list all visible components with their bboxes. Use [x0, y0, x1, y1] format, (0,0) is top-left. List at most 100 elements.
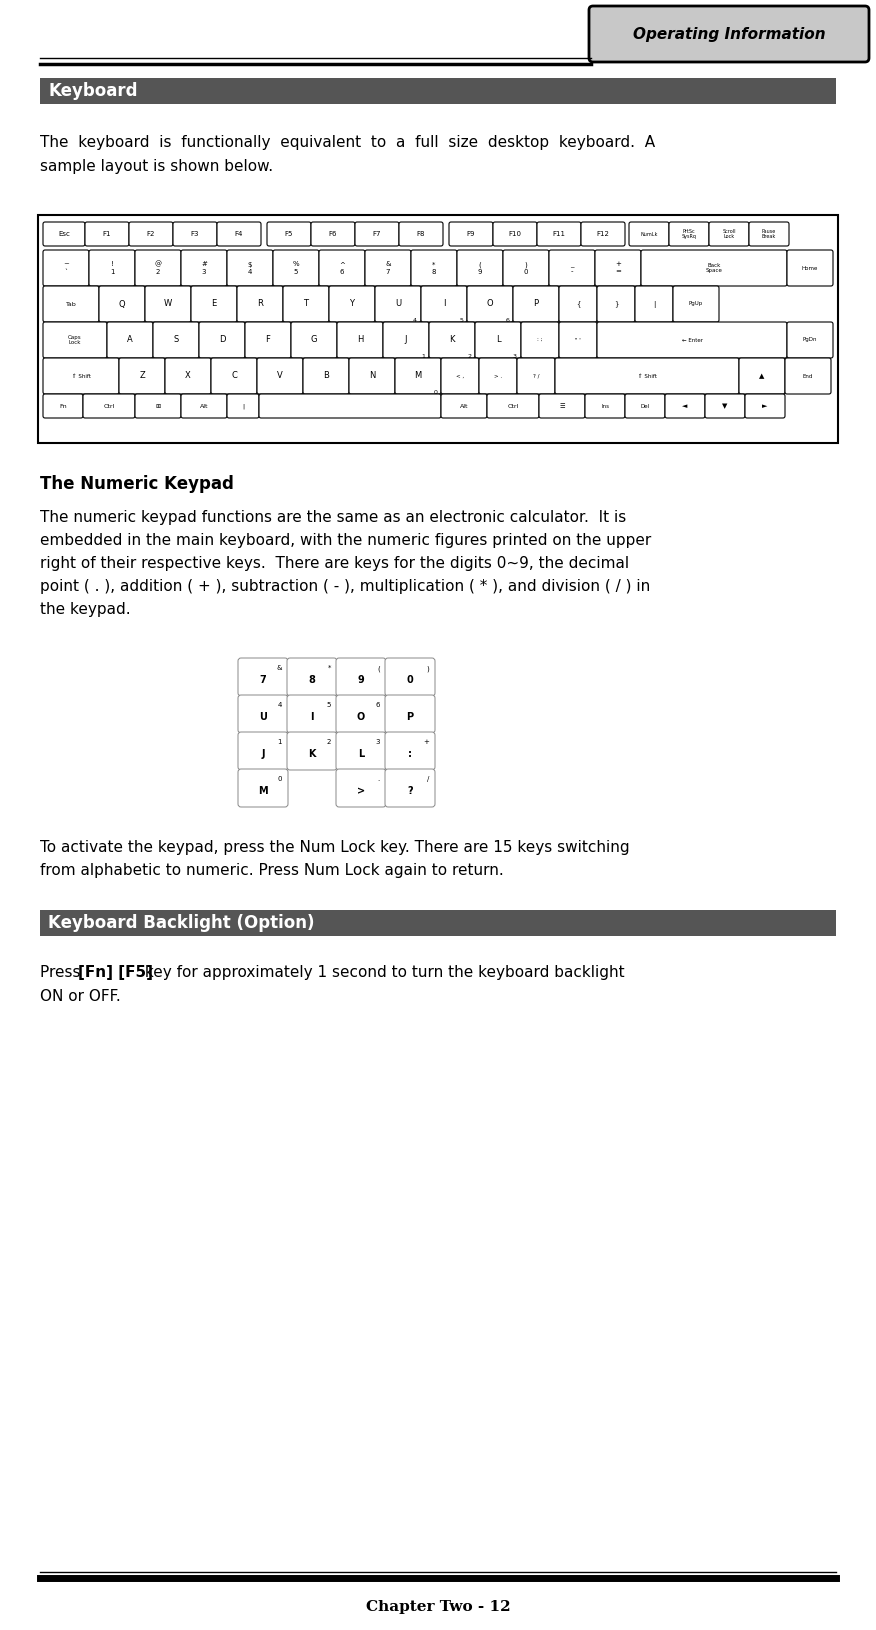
Text: (: (: [378, 665, 380, 672]
Text: 3: 3: [376, 738, 380, 745]
FancyBboxPatch shape: [673, 285, 719, 323]
FancyBboxPatch shape: [173, 222, 217, 246]
Text: The  keyboard  is  functionally  equivalent  to  a  full  size  desktop  keyboar: The keyboard is functionally equivalent …: [40, 135, 655, 150]
FancyBboxPatch shape: [479, 359, 517, 394]
Text: X: X: [185, 372, 191, 380]
FancyBboxPatch shape: [555, 359, 739, 394]
FancyBboxPatch shape: [585, 394, 625, 417]
FancyBboxPatch shape: [625, 394, 665, 417]
FancyBboxPatch shape: [785, 359, 831, 394]
FancyBboxPatch shape: [503, 249, 549, 285]
Text: R: R: [257, 300, 263, 308]
FancyBboxPatch shape: [257, 359, 303, 394]
Text: Fn: Fn: [60, 404, 67, 409]
Text: I: I: [310, 712, 314, 722]
FancyBboxPatch shape: [787, 249, 833, 285]
Text: &: &: [277, 665, 282, 672]
Text: 4: 4: [278, 703, 282, 707]
Text: ▼: ▼: [723, 403, 728, 409]
FancyBboxPatch shape: [135, 249, 181, 285]
Text: #
3: # 3: [201, 261, 207, 274]
FancyBboxPatch shape: [287, 659, 337, 696]
Text: PgUp: PgUp: [689, 302, 703, 306]
FancyBboxPatch shape: [165, 359, 211, 394]
FancyBboxPatch shape: [581, 222, 625, 246]
Text: $
4: $ 4: [248, 261, 252, 274]
Text: F10: F10: [508, 231, 521, 236]
Text: O: O: [357, 712, 365, 722]
Text: 1: 1: [278, 738, 282, 745]
FancyBboxPatch shape: [355, 222, 399, 246]
FancyBboxPatch shape: [749, 222, 789, 246]
FancyBboxPatch shape: [291, 323, 337, 359]
Text: +: +: [423, 738, 429, 745]
Text: The numeric keypad functions are the same as an electronic calculator.  It is: The numeric keypad functions are the sam…: [40, 510, 626, 525]
FancyBboxPatch shape: [336, 659, 386, 696]
FancyBboxPatch shape: [238, 769, 288, 807]
Text: Esc: Esc: [58, 231, 70, 236]
FancyBboxPatch shape: [559, 323, 597, 359]
FancyBboxPatch shape: [597, 323, 787, 359]
FancyBboxPatch shape: [259, 394, 441, 417]
Text: Scroll
Lock: Scroll Lock: [722, 228, 736, 240]
Text: F11: F11: [553, 231, 566, 236]
Text: Ins: Ins: [601, 404, 609, 409]
Text: G: G: [311, 336, 317, 344]
Text: J: J: [405, 336, 407, 344]
Text: ~
`: ~ `: [63, 261, 69, 274]
FancyBboxPatch shape: [635, 285, 673, 323]
Text: ◄: ◄: [682, 403, 688, 409]
Text: C: C: [231, 372, 237, 380]
Text: :: :: [408, 750, 412, 760]
FancyBboxPatch shape: [385, 694, 435, 734]
Text: J: J: [261, 750, 265, 760]
FancyBboxPatch shape: [441, 394, 487, 417]
Text: ⇑ Shift: ⇑ Shift: [72, 373, 90, 378]
Text: Caps
Lock: Caps Lock: [68, 334, 81, 346]
Text: >: >: [357, 786, 365, 797]
Text: 2: 2: [467, 354, 471, 359]
Text: 1: 1: [421, 354, 425, 359]
Text: embedded in the main keyboard, with the numeric figures printed on the upper: embedded in the main keyboard, with the …: [40, 533, 651, 548]
FancyBboxPatch shape: [145, 285, 191, 323]
FancyBboxPatch shape: [237, 285, 283, 323]
Text: Back
Space: Back Space: [705, 262, 723, 274]
FancyBboxPatch shape: [336, 769, 386, 807]
Text: D: D: [219, 336, 225, 344]
Text: Home: Home: [802, 266, 818, 271]
Text: ⇑ Shift: ⇑ Shift: [638, 373, 656, 378]
Text: < ,: < ,: [456, 373, 464, 378]
Text: 2: 2: [327, 738, 331, 745]
FancyBboxPatch shape: [181, 394, 227, 417]
Text: Q: Q: [118, 300, 125, 308]
Text: M: M: [258, 786, 268, 797]
FancyBboxPatch shape: [383, 323, 429, 359]
Text: F2: F2: [147, 231, 155, 236]
Text: (
9: ( 9: [477, 261, 483, 275]
Text: ? /: ? /: [533, 373, 540, 378]
FancyBboxPatch shape: [238, 732, 288, 769]
Text: PrtSc
SysRq: PrtSc SysRq: [682, 228, 696, 240]
FancyBboxPatch shape: [595, 249, 641, 285]
FancyBboxPatch shape: [385, 659, 435, 696]
Text: ?: ?: [407, 786, 413, 797]
FancyBboxPatch shape: [665, 394, 705, 417]
Text: Y: Y: [350, 300, 355, 308]
FancyBboxPatch shape: [399, 222, 443, 246]
Text: O: O: [487, 300, 493, 308]
FancyBboxPatch shape: [385, 769, 435, 807]
Text: %
5: % 5: [293, 261, 300, 274]
Text: point ( . ), addition ( + ), subtraction ( - ), multiplication ( * ), and divisi: point ( . ), addition ( + ), subtraction…: [40, 579, 650, 593]
FancyBboxPatch shape: [395, 359, 441, 394]
Text: ← Enter: ← Enter: [682, 337, 703, 342]
Text: P: P: [533, 300, 539, 308]
Text: }: }: [614, 300, 618, 308]
Text: K: K: [308, 750, 315, 760]
Text: right of their respective keys.  There are keys for the digits 0~9, the decimal: right of their respective keys. There ar…: [40, 556, 629, 570]
Text: T: T: [303, 300, 308, 308]
FancyBboxPatch shape: [238, 659, 288, 696]
Text: ON or OFF.: ON or OFF.: [40, 989, 121, 1004]
Text: Del: Del: [640, 404, 650, 409]
Text: ⊞: ⊞: [155, 404, 160, 409]
Text: 0: 0: [278, 776, 282, 782]
